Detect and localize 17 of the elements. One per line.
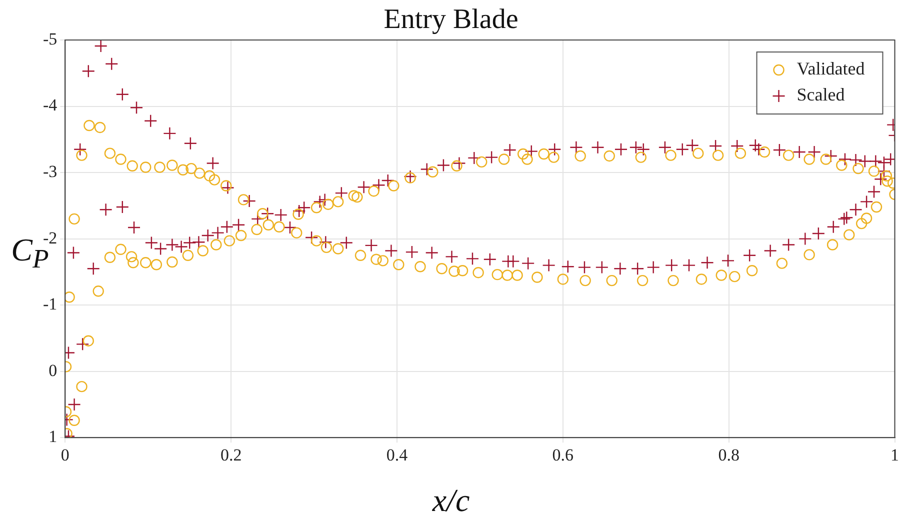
- y-tick-label: -1: [42, 294, 58, 314]
- x-tick-label: 1: [890, 445, 899, 464]
- chart-title: Entry Blade: [384, 4, 518, 35]
- y-tick-label: -5: [42, 29, 58, 48]
- y-tick-label: -3: [42, 162, 58, 181]
- x-tick-label: 0.4: [386, 445, 408, 464]
- x-tick-label: 0.8: [718, 445, 740, 464]
- legend-label: Scaled: [796, 84, 845, 105]
- y-tick-label: -4: [42, 96, 58, 115]
- legend-label: Validated: [796, 58, 865, 79]
- x-tick-label: 0.2: [220, 445, 242, 464]
- x-axis-title: x/c: [431, 482, 471, 519]
- y-tick-label: -2: [42, 228, 58, 248]
- y-tick-label: 1: [48, 427, 58, 446]
- x-tick-label: 0.6: [552, 445, 574, 464]
- y-tick-label: 0: [48, 360, 58, 380]
- x-tick-label: 0: [60, 445, 70, 464]
